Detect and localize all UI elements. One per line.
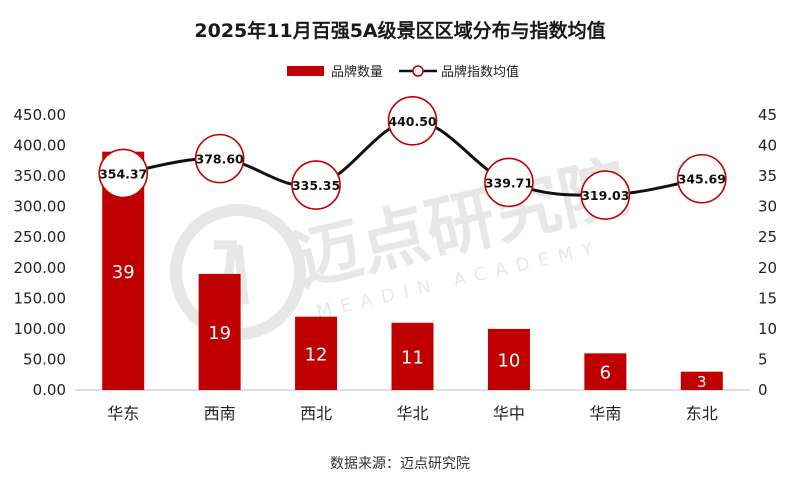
line-marker [98, 148, 149, 199]
legend: 品牌数量 品牌指数均值 [287, 64, 519, 80]
right-axis-tick: 15 [758, 289, 777, 307]
line-value-label: 378.60 [196, 152, 245, 167]
left-axis-tick: 100.00 [14, 320, 67, 338]
x-axis-tick: 华北 [396, 404, 428, 423]
watermark: 迈点研究院 MEADIN ACADEMY [170, 148, 635, 340]
legend-bar-label: 品牌数量 [331, 64, 383, 80]
left-axis-tick: 250.00 [14, 228, 67, 246]
right-axis-tick: 40 [758, 137, 777, 155]
chart-title: 2025年11月百强5A级景区区域分布与指数均值 [194, 19, 605, 42]
bar [198, 273, 241, 390]
line-marker [387, 96, 438, 146]
x-axis-tick: 华南 [589, 404, 621, 423]
right-axis-tick: 20 [758, 259, 777, 277]
x-axis-tick: 东北 [686, 404, 718, 423]
bar-value-label: 39 [112, 262, 135, 283]
left-axis: 0.00 50.00 100.00 150.00 200.00 250.00 300.00 3… [14, 106, 67, 399]
x-axis-tick: 西北 [300, 404, 332, 423]
bar-value-label: 3 [697, 373, 707, 391]
left-axis-tick: 450.00 [14, 106, 67, 124]
line-value-label: 345.69 [678, 172, 726, 187]
left-axis-tick: 200.00 [14, 259, 67, 277]
right-axis-tick: 30 [758, 198, 777, 216]
legend-bar-swatch [287, 66, 324, 76]
bar [295, 316, 338, 390]
right-axis-tick: 10 [758, 320, 777, 338]
right-axis-tick: 5 [758, 350, 768, 368]
line-marker [580, 170, 631, 220]
left-axis-tick: 50.00 [23, 350, 66, 368]
left-axis-tick: 150.00 [14, 289, 67, 307]
bar [584, 353, 627, 390]
line-value-label: 335.35 [292, 178, 340, 193]
line-value-label: 440.50 [388, 114, 437, 129]
left-axis-tick: 350.00 [14, 167, 67, 185]
legend-line-label: 品牌指数均值 [441, 64, 519, 80]
line-value-label: 319.03 [581, 188, 629, 203]
left-axis-tick: 300.00 [14, 198, 67, 216]
x-axis-tick: 西南 [204, 404, 236, 423]
line-value-label: 354.37 [99, 166, 147, 181]
bar-value-label: 11 [401, 347, 424, 368]
right-axis: 0 5 10 15 20 25 30 35 40 45 [758, 106, 777, 399]
x-axis-tick: 华中 [493, 404, 525, 423]
right-axis-tick: 25 [758, 228, 777, 246]
line-value-label: 339.71 [485, 175, 533, 190]
right-axis-tick: 35 [758, 167, 777, 185]
bar [680, 371, 723, 390]
line-marker [194, 133, 245, 184]
bar [391, 322, 434, 390]
right-axis-tick: 0 [758, 381, 768, 399]
x-axis-tick: 华东 [107, 404, 139, 423]
line-marker [291, 160, 341, 210]
bar [487, 328, 530, 390]
bar-value-label: 10 [497, 350, 520, 371]
right-axis-tick: 45 [758, 106, 777, 124]
legend-line-marker [412, 65, 424, 77]
bar-value-label: 12 [305, 344, 328, 365]
line-marker [484, 157, 534, 208]
x-axis: 华东 西南 西北 华北 华中 华南 东北 [107, 404, 718, 423]
bar-value-label: 19 [208, 323, 231, 344]
source-note: 数据来源：迈点研究院 [330, 456, 470, 472]
left-axis-tick: 0.00 [33, 381, 66, 399]
line-marker [676, 153, 727, 204]
line-series: 354.37 378.60 335.35 440.50 339.71 319.03 345.… [98, 96, 727, 220]
left-axis-tick: 400.00 [14, 137, 67, 155]
bar-value-label: 6 [600, 363, 611, 384]
